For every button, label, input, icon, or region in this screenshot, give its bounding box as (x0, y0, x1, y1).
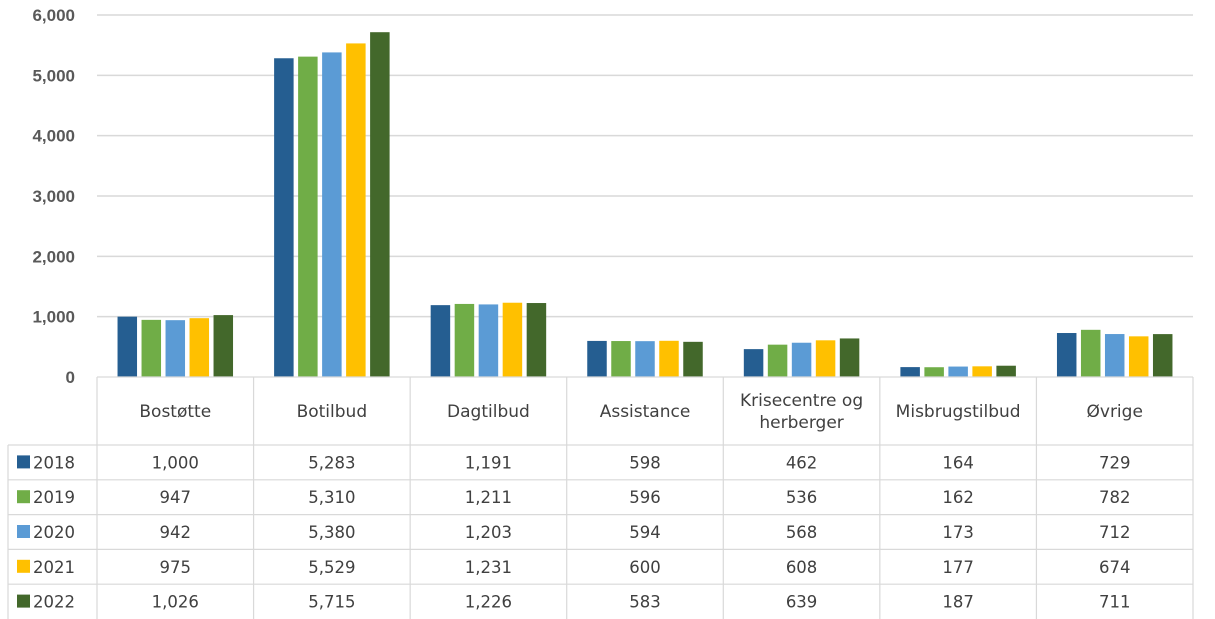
bar-2022 (683, 341, 703, 377)
y-tick-label: 5,000 (32, 66, 75, 85)
legend-label: 2021 (33, 558, 75, 577)
data-table-cell: 568 (786, 523, 818, 542)
legend-label: 2020 (33, 523, 75, 542)
y-tick-label: 4,000 (32, 127, 75, 146)
data-table-cell: 177 (942, 558, 974, 577)
data-table-cell: 711 (1099, 593, 1131, 612)
legend-label: 2022 (33, 593, 75, 612)
bar-2020 (1104, 334, 1125, 377)
bar-2022 (370, 32, 390, 377)
data-table-cell: 639 (786, 593, 818, 612)
data-table-cell: 173 (942, 523, 974, 542)
data-table-cell: 600 (629, 558, 661, 577)
data-table-cell: 1,000 (152, 453, 199, 472)
bar-2021 (972, 366, 992, 377)
bar-2018 (900, 367, 920, 377)
bar-2018 (274, 58, 294, 377)
bar-2019 (1080, 329, 1101, 377)
y-tick-label: 2,000 (32, 247, 75, 266)
data-table-cell: 608 (786, 558, 818, 577)
bar-2018 (743, 349, 764, 377)
data-table-cell: 5,380 (308, 523, 355, 542)
bar-2019 (298, 56, 318, 377)
data-table-cell: 1,026 (152, 593, 199, 612)
legend-key-2018 (17, 455, 30, 469)
bar-2020 (322, 52, 342, 377)
bar-2022 (1152, 334, 1173, 377)
bar-2019 (454, 303, 475, 377)
data-table-cell: 1,231 (465, 558, 512, 577)
bar-2018 (587, 340, 607, 377)
data-table-cell: 712 (1099, 523, 1131, 542)
y-tick-label: 6,000 (32, 6, 75, 25)
bar-2019 (141, 319, 162, 377)
bar-2021 (815, 340, 836, 377)
legend-key-2022 (17, 594, 30, 608)
bar-2021 (346, 43, 366, 378)
bar-2021 (659, 340, 679, 377)
bar-2021 (502, 302, 523, 377)
bar-2022 (839, 338, 860, 377)
bar-2018 (430, 305, 451, 377)
legend-key-2020 (17, 525, 30, 538)
category-label: Bostøtte (139, 402, 211, 422)
category-label: Botilbud (297, 402, 368, 422)
bar-2020 (948, 366, 968, 377)
bar-2019 (767, 344, 788, 377)
bar-2022 (996, 365, 1016, 377)
data-table-cell: 947 (160, 488, 192, 507)
data-table-cell: 729 (1099, 453, 1131, 472)
data-table-cell: 187 (942, 593, 974, 612)
data-table-cell: 596 (629, 488, 661, 507)
data-table-cell: 1,203 (465, 523, 512, 542)
data-table-cell: 462 (786, 453, 818, 472)
category-label: herberger (759, 413, 843, 433)
bar-2021 (189, 318, 210, 377)
category-label: Øvrige (1087, 402, 1143, 422)
legend-key-2021 (17, 559, 30, 573)
data-table-cell: 164 (942, 453, 974, 472)
category-label: Dagtilbud (447, 402, 530, 422)
y-tick-label: 0 (66, 368, 75, 387)
data-table-cell: 162 (942, 488, 974, 507)
data-table-cell: 975 (160, 558, 192, 577)
y-tick-label: 1,000 (32, 308, 75, 327)
data-table-cell: 674 (1099, 558, 1131, 577)
category-label: Krisecentre og (740, 391, 863, 411)
data-table-cell: 1,211 (465, 488, 512, 507)
category-label: Misbrugstilbud (896, 402, 1021, 422)
bar-2020 (478, 304, 499, 377)
bar-2020 (165, 320, 186, 377)
bar-2018 (1056, 333, 1077, 377)
data-table-cell: 1,226 (465, 593, 512, 612)
data-table-cell: 536 (786, 488, 818, 507)
bar-2022 (213, 315, 234, 377)
bar-2018 (117, 316, 138, 377)
data-table-cell: 598 (629, 453, 661, 472)
data-table-cell: 594 (629, 523, 661, 542)
data-table-cell: 942 (160, 523, 192, 542)
legend-key-2019 (17, 490, 30, 504)
legend-label: 2018 (33, 453, 75, 472)
bar-2020 (635, 341, 655, 377)
data-table-cell: 583 (629, 593, 661, 612)
bar-2020 (791, 342, 812, 377)
legend-label: 2019 (33, 488, 75, 507)
data-table-cell: 5,283 (308, 453, 355, 472)
y-tick-label: 3,000 (32, 187, 75, 206)
category-label: Assistance (600, 402, 691, 422)
bar-2019 (924, 367, 944, 377)
data-table-cell: 5,310 (308, 488, 355, 507)
data-table-cell: 5,529 (308, 558, 355, 577)
data-table-cell: 782 (1099, 488, 1131, 507)
data-table-cell: 1,191 (465, 453, 512, 472)
bar-2021 (1128, 336, 1149, 377)
bar-2019 (611, 341, 631, 377)
bar-2022 (526, 303, 547, 377)
data-table-cell: 5,715 (308, 593, 355, 612)
